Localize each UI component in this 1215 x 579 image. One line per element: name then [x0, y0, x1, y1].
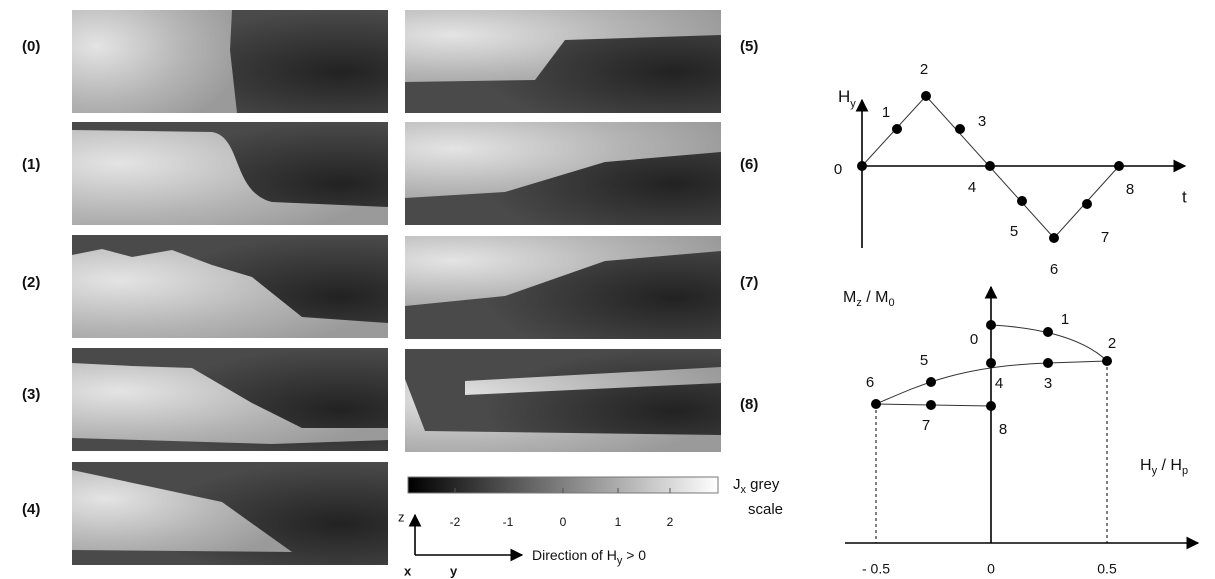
colorbar-tick-label: 2 [667, 515, 674, 529]
point-label: 2 [1108, 335, 1116, 352]
panel-region [72, 130, 388, 225]
axis-label: Mz / M0 [843, 289, 895, 309]
point-label: 5 [920, 352, 928, 369]
x-tick-label: 0 [987, 561, 995, 577]
point [926, 377, 936, 387]
point-label: 8 [1126, 181, 1134, 198]
panel [72, 122, 388, 225]
panel-region [405, 236, 721, 306]
colorbar-tick-label: -1 [503, 515, 514, 529]
panel-label: (5) [740, 38, 758, 55]
point [1082, 199, 1092, 209]
point-label: 6 [1050, 261, 1058, 278]
point [857, 161, 867, 171]
colorbar-label: Jx grey [733, 476, 780, 496]
axis-label: x [404, 563, 412, 578]
panel-region [405, 122, 721, 198]
panel-label: (6) [740, 156, 758, 173]
point [1043, 358, 1053, 368]
curve [990, 324, 1108, 362]
panel-label: (2) [22, 274, 40, 291]
point [1017, 196, 1027, 206]
point-label: 3 [978, 113, 986, 130]
points: 0 1 2 3 4 5 6 7 8 [866, 311, 1116, 438]
panel [72, 10, 388, 113]
panel-region [72, 249, 388, 338]
panel [405, 236, 721, 339]
panel [72, 462, 388, 565]
panel-region [72, 363, 388, 444]
point-label: 4 [995, 375, 1003, 392]
curve [875, 360, 1108, 405]
panel-region [405, 10, 721, 82]
panel-label: (7) [740, 274, 758, 291]
panel [72, 235, 388, 338]
panel-region [72, 10, 237, 113]
point-label: 8 [999, 421, 1007, 438]
x-tick-label: - 0.5 [862, 561, 890, 577]
point [1102, 356, 1112, 366]
colorbar-label: scale [748, 501, 783, 518]
panel [405, 122, 721, 225]
colorbar-tick-label: 0 [560, 515, 567, 529]
point-label: 7 [922, 417, 930, 434]
panel-label: (3) [22, 386, 40, 403]
point-label: 0 [834, 161, 842, 178]
axis-label: Hy / Hp [1140, 457, 1188, 477]
points: 0 1 2 3 4 5 6 7 8 [834, 61, 1134, 278]
point [955, 124, 965, 134]
point-label: 5 [1010, 223, 1018, 240]
axis-label: y [450, 563, 458, 578]
direction-label: Direction of Hy > 0 [532, 547, 646, 567]
panel-label: (1) [22, 156, 40, 173]
point [986, 320, 996, 330]
panel-label: (0) [22, 38, 40, 55]
point-label: 1 [882, 104, 890, 121]
point-label: 7 [1101, 229, 1109, 246]
axis-label: Hy [838, 87, 856, 109]
point [986, 401, 996, 411]
panel-region [405, 367, 721, 452]
point-label: 4 [968, 179, 976, 196]
point [871, 399, 881, 409]
x-tick-label: 0.5 [1097, 561, 1117, 577]
panel-label: (8) [740, 396, 758, 413]
point [926, 400, 936, 410]
panels: (0) (1) (2) (3) (4) (5) (6) (7) (8) [22, 10, 758, 565]
panel [405, 10, 721, 113]
axis-label: t [1182, 187, 1187, 206]
point [1049, 233, 1059, 243]
panel-label: (4) [22, 501, 40, 518]
colorbar-tick-label: 1 [615, 515, 622, 529]
point [986, 358, 996, 368]
point [985, 161, 995, 171]
point [921, 91, 931, 101]
colorbar-tick-label: -2 [450, 515, 461, 529]
panel-region [72, 470, 292, 552]
point [1114, 161, 1124, 171]
point-label: 0 [970, 331, 978, 348]
point-label: 3 [1044, 375, 1052, 392]
point-label: 1 [1061, 311, 1069, 328]
point [892, 124, 902, 134]
panel [72, 348, 388, 451]
axis-label: z [398, 509, 405, 524]
point-label: 2 [920, 61, 928, 78]
panel [405, 349, 721, 452]
point-label: 6 [866, 374, 874, 391]
point [1043, 327, 1053, 337]
